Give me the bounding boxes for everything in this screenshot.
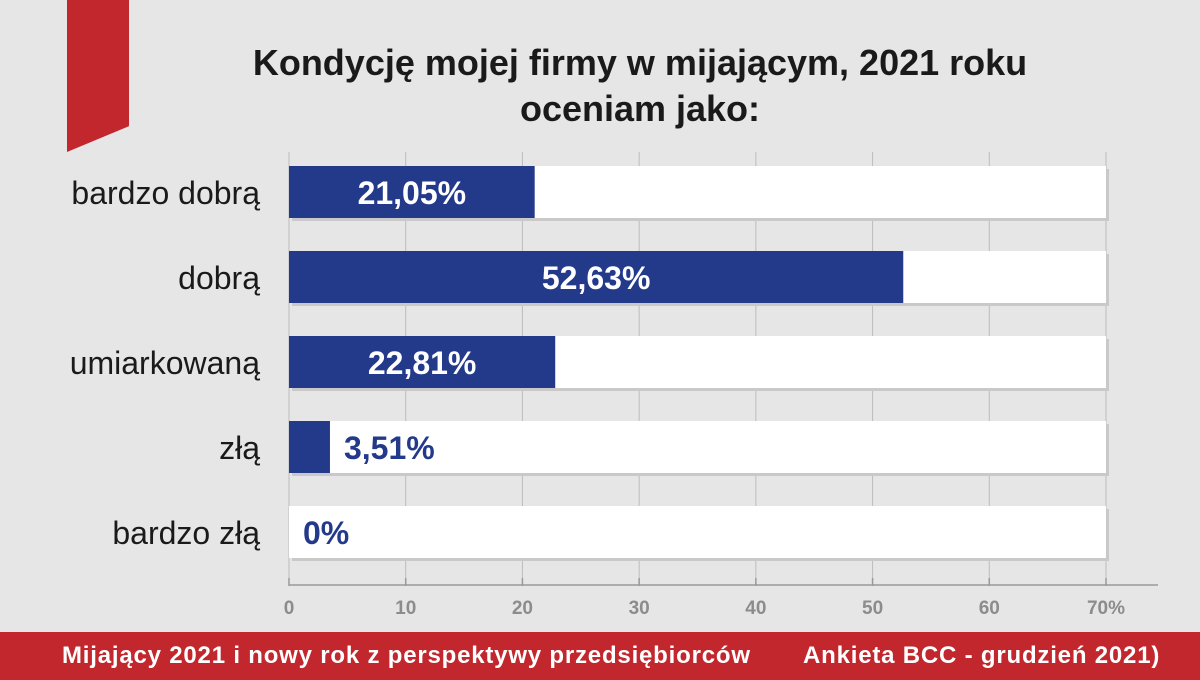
category-label: umiarkowaną bbox=[70, 345, 261, 381]
value-label: 0% bbox=[303, 515, 349, 551]
bar bbox=[289, 166, 535, 218]
bar-track bbox=[289, 506, 1106, 558]
bar bbox=[289, 336, 556, 388]
chart-title: Kondycję mojej firmy w mijającym, 2021 r… bbox=[140, 40, 1140, 132]
bar-chart: 0 10 20 30 40 50 60 70% bardzo dobrą 21,05% dobrą… bbox=[70, 152, 1158, 619]
x-tick-label: 60 bbox=[979, 598, 1000, 619]
x-tick-label: 0 bbox=[284, 598, 295, 619]
category-label: bardzo dobrą bbox=[71, 175, 260, 211]
x-tick-label: 20 bbox=[512, 598, 533, 619]
footer-banner: Mijający 2021 i nowy rok z perspektywy p… bbox=[0, 632, 1200, 680]
value-label: 3,51% bbox=[344, 430, 435, 466]
footer-survey-credit: Ankieta BCC - grudzień 2021) bbox=[803, 642, 1161, 669]
footer-source-title: Mijający 2021 i nowy rok z perspektywy p… bbox=[62, 642, 751, 669]
x-tick-label: 50 bbox=[862, 598, 883, 619]
value-label: 21,05% bbox=[358, 175, 467, 211]
value-label: 22,81% bbox=[368, 345, 477, 381]
x-tick-label: 70% bbox=[1087, 598, 1125, 619]
x-tick-label: 40 bbox=[745, 598, 766, 619]
chart-title-line-1: Kondycję mojej firmy w mijającym, 2021 r… bbox=[252, 42, 1028, 83]
x-axis: 0 10 20 30 40 50 60 70% bbox=[284, 578, 1158, 619]
value-label: 52,63% bbox=[542, 260, 651, 296]
bar bbox=[289, 421, 330, 473]
bars bbox=[289, 166, 904, 473]
category-label: złą bbox=[219, 430, 260, 466]
bar-track bbox=[289, 421, 1106, 473]
category-label: dobrą bbox=[178, 260, 260, 296]
x-tick-label: 30 bbox=[629, 598, 650, 619]
chart-title-line-2: oceniam jako: bbox=[519, 88, 761, 129]
category-label: bardzo złą bbox=[112, 515, 260, 551]
red-ribbon-decoration bbox=[67, 0, 129, 152]
labels: bardzo dobrą 21,05% dobrą 52,63% umiarkowaną… bbox=[70, 175, 651, 551]
x-tick-label: 10 bbox=[395, 598, 416, 619]
bar bbox=[289, 251, 904, 303]
